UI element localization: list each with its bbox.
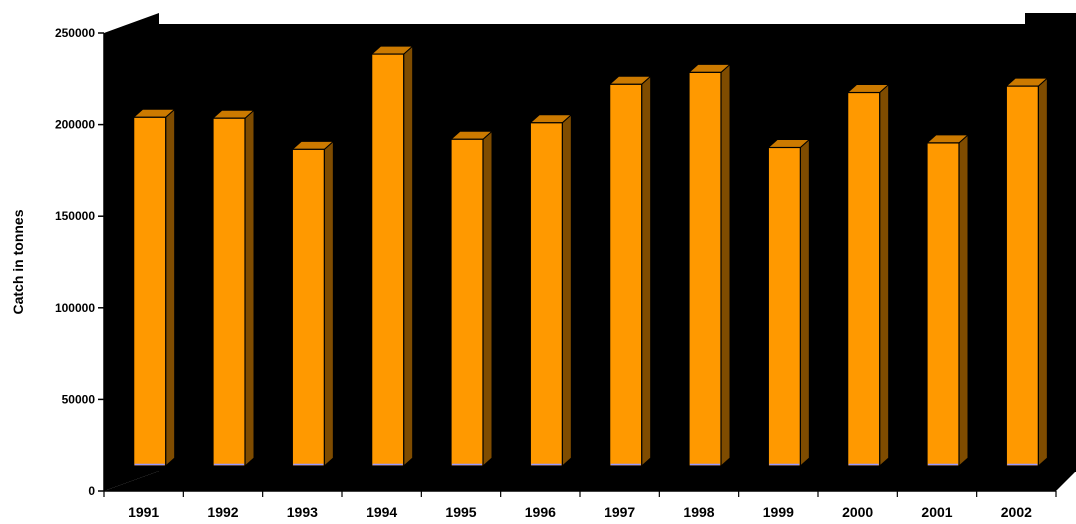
bar [1005,77,1049,468]
bar-front [450,138,484,467]
bar [767,138,811,468]
bar-front [847,91,881,467]
bar-front [1005,85,1039,467]
bar-front [688,71,722,467]
floor [104,471,1076,491]
bar [687,63,732,468]
wall-top-gap [159,0,1025,24]
x-tick-label: 2001 [921,504,952,519]
bar-front [926,142,960,467]
bar-side [165,108,176,468]
x-tick-label: 1996 [525,504,556,519]
x-tick-label: 1994 [366,504,397,519]
bar [846,83,890,468]
y-tick-label: 50000 [62,392,96,406]
bar [925,133,970,468]
x-tick-label: 1993 [287,504,318,519]
bar [291,140,335,468]
y-tick-label: 100000 [55,301,95,315]
x-tick-label: 1998 [683,504,714,519]
bar-front [212,117,246,467]
x-tick-labels: 1991 1992 1993 1994 1995 1996 1997 1998 1999 2000… [128,504,1032,520]
bar-front [767,146,801,467]
bar [211,109,256,468]
x-tick-label: 1997 [604,504,635,519]
bar-side [720,63,731,468]
y-tick-label: 250000 [55,26,95,40]
bar-side [482,130,493,468]
bar-side [561,113,572,468]
bar-side [1037,77,1048,468]
x-tick-label: 1999 [763,504,794,519]
bar [608,75,652,468]
bar [370,44,414,468]
x-axis [103,490,1057,497]
bar [449,130,494,468]
bar-side [403,44,414,468]
bar-side [958,133,969,468]
x-tick-label: 1992 [207,504,238,519]
x-tick-label: 2002 [1001,504,1032,519]
bar-side [641,75,652,468]
y-tick-label: 0 [88,484,95,498]
bar-front [529,122,563,467]
bar [132,108,176,468]
y-tick-label: 200000 [55,118,95,132]
bars-group [132,44,1049,468]
x-tick-label: 1995 [445,504,476,519]
bar-front [133,116,167,467]
bar-side [323,140,334,468]
x-tick-label: 2000 [842,504,873,519]
bar-side [244,109,255,468]
bar-front [371,53,405,467]
bar-side [879,83,890,468]
bar [529,113,573,468]
bar-side [799,138,810,468]
y-axis-title: Catch in tonnes [10,209,26,314]
y-tick-label: 150000 [55,209,95,223]
bar-front [609,83,643,467]
bar-front [291,148,325,467]
y-axis: 0 50000 100000 150000 200000 250000 [55,26,105,498]
x-tick-label: 1991 [128,504,159,519]
